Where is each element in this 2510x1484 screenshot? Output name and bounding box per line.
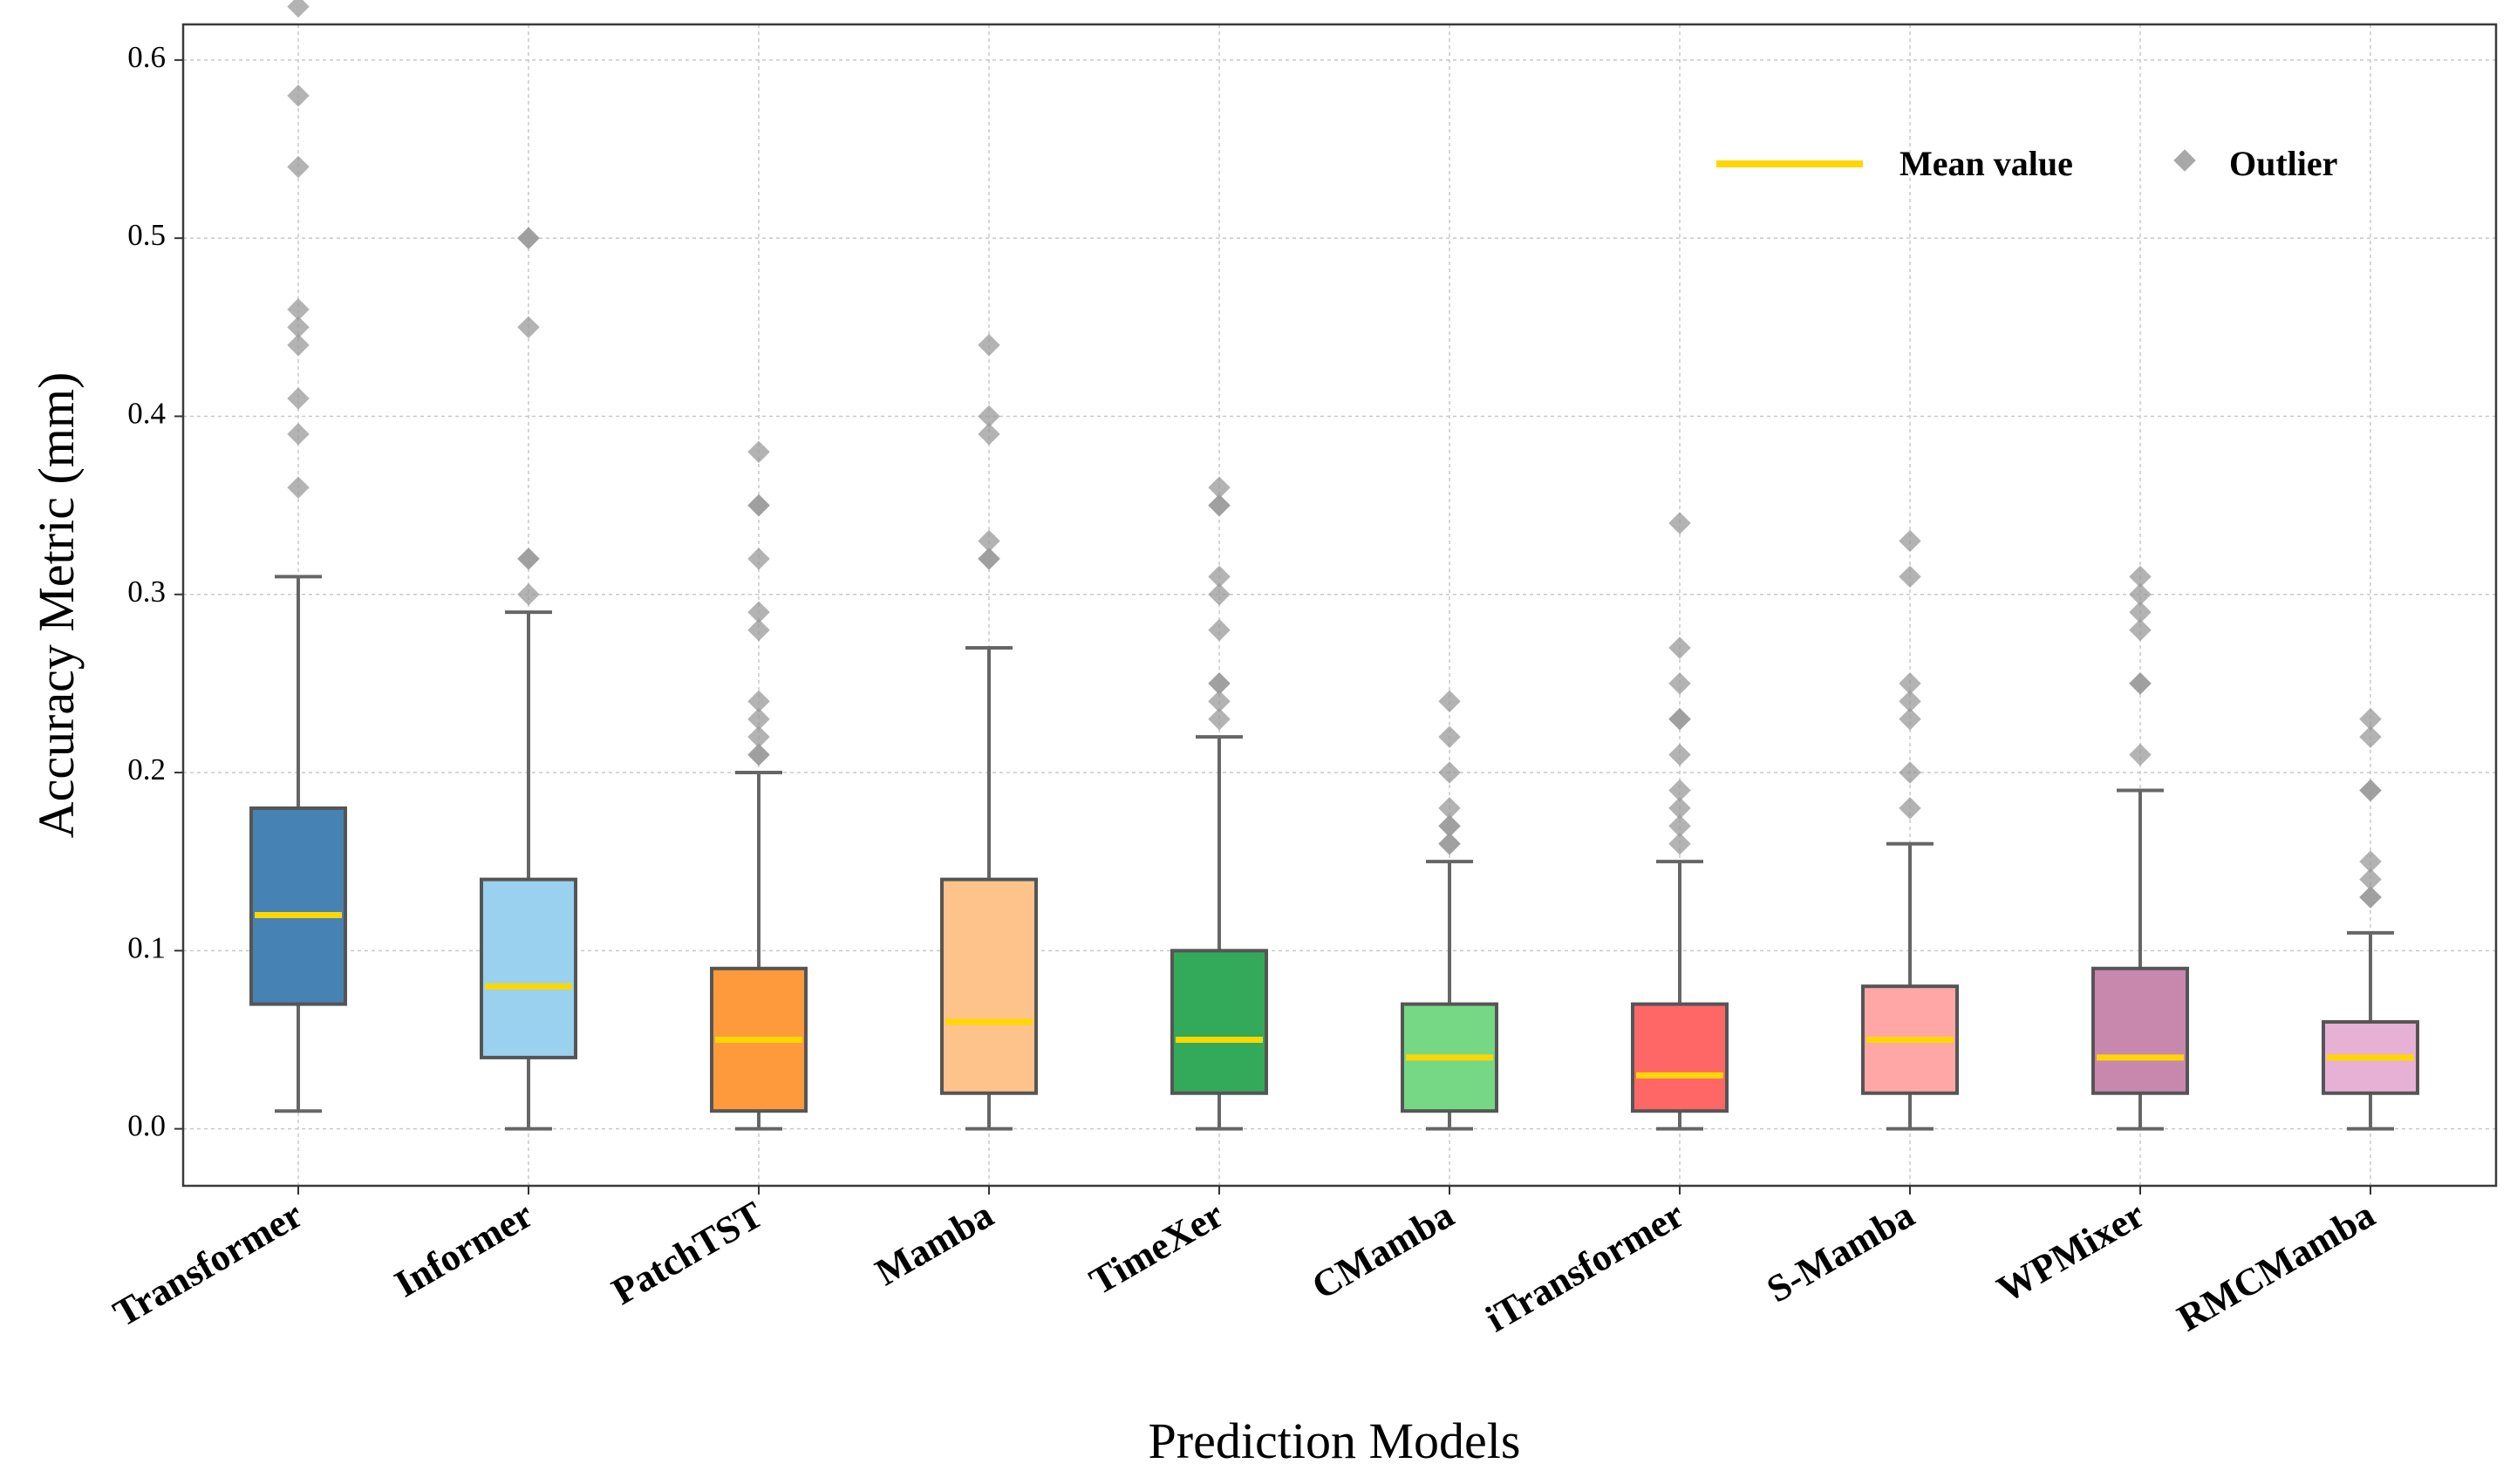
box-group bbox=[1170, 735, 1268, 1131]
x-tick-label: Mamba bbox=[868, 1193, 1000, 1294]
y-tick-label: 0.2 bbox=[127, 752, 166, 786]
outlier-marker bbox=[287, 298, 310, 321]
outlier-marker bbox=[747, 708, 770, 731]
outlier-marker bbox=[1208, 476, 1231, 499]
box-body bbox=[2091, 966, 2189, 1095]
outlier-marker bbox=[1668, 708, 1691, 731]
y-axis-title: Accuracy Metric (mm) bbox=[28, 372, 85, 839]
y-tick-label: 0.4 bbox=[127, 396, 166, 430]
outlier-marker bbox=[287, 387, 310, 410]
box-group bbox=[2091, 788, 2189, 1131]
box-group bbox=[1861, 841, 1959, 1131]
outlier-marker bbox=[1438, 690, 1461, 713]
outlier-marker bbox=[287, 0, 310, 18]
outlier-marker bbox=[1668, 779, 1691, 802]
outlier-marker bbox=[1668, 672, 1691, 695]
outlier-marker bbox=[1899, 529, 1921, 553]
box-body bbox=[249, 806, 347, 1006]
outlier-marker bbox=[1668, 743, 1691, 766]
outlier-marker bbox=[1438, 761, 1461, 784]
outlier-marker bbox=[1899, 797, 1921, 820]
outlier-marker bbox=[747, 743, 770, 766]
outlier-marker bbox=[2129, 672, 2152, 695]
outlier-marker bbox=[287, 334, 310, 357]
outlier-marker bbox=[517, 227, 540, 249]
outlier-marker bbox=[1438, 725, 1461, 748]
legend: Mean value Outlier bbox=[1716, 144, 2337, 183]
box-body bbox=[1631, 1002, 1729, 1113]
outlier-marker bbox=[978, 334, 1000, 357]
outlier-marker bbox=[2359, 708, 2382, 731]
outlier-marker bbox=[1899, 761, 1921, 784]
outlier-marker bbox=[517, 583, 540, 606]
x-tick-label: Informer bbox=[387, 1193, 540, 1305]
outlier-marker bbox=[1899, 672, 1921, 695]
outlier-marker bbox=[747, 725, 770, 748]
outlier-marker bbox=[978, 405, 1000, 428]
outlier-marker bbox=[287, 155, 310, 179]
outlier-marker bbox=[517, 548, 540, 570]
outlier-marker bbox=[1208, 565, 1231, 589]
outlier-marker bbox=[1668, 512, 1691, 534]
legend-outlier-marker bbox=[2173, 149, 2196, 172]
outlier-marker bbox=[1208, 618, 1231, 642]
outlier-marker bbox=[1899, 565, 1921, 589]
box-body bbox=[940, 877, 1038, 1095]
box-group bbox=[249, 575, 347, 1113]
outlier-marker bbox=[2359, 850, 2382, 873]
y-tick-label: 0.3 bbox=[127, 575, 166, 609]
outlier-marker bbox=[1668, 636, 1691, 659]
box-body bbox=[1170, 949, 1268, 1095]
plot-frame bbox=[181, 23, 2498, 1188]
box-body bbox=[480, 877, 577, 1059]
outlier-marker bbox=[747, 494, 770, 517]
outlier-marker bbox=[978, 529, 1000, 553]
outlier-marker bbox=[1438, 797, 1461, 820]
outlier-marker bbox=[747, 601, 770, 623]
x-tick-label: WPMixer bbox=[1990, 1193, 2152, 1310]
x-tick-label: iTransformer bbox=[1478, 1193, 1691, 1340]
x-tick-label: Transformer bbox=[106, 1193, 310, 1335]
legend-outlier-label: Outlier bbox=[2229, 144, 2337, 183]
outlier-marker bbox=[1208, 672, 1231, 695]
y-tick-label: 0.6 bbox=[127, 40, 166, 74]
outlier-marker bbox=[747, 690, 770, 713]
legend-mean-label: Mean value bbox=[1900, 144, 2073, 183]
x-tick-label: S-Mamba bbox=[1760, 1193, 1921, 1310]
box-group bbox=[940, 646, 1038, 1131]
box-group bbox=[1631, 860, 1729, 1131]
x-tick-label: TimeXer bbox=[1082, 1193, 1231, 1303]
outlier-marker bbox=[287, 84, 310, 107]
outlier-marker bbox=[287, 476, 310, 499]
x-axis-ticks: Transformer Informer PatchTST Mamba TimeXer C… bbox=[106, 1186, 2382, 1340]
outlier-marker bbox=[2129, 565, 2152, 589]
x-tick-label: RMCMamba bbox=[2170, 1193, 2382, 1339]
y-axis-ticks: 0.0 0.1 0.2 0.3 0.4 0.5 0.6 bbox=[127, 40, 183, 1143]
x-tick-label: PatchTST bbox=[604, 1193, 770, 1313]
box-group bbox=[480, 610, 577, 1131]
box-group bbox=[710, 771, 808, 1131]
outlier-marker bbox=[2359, 779, 2382, 802]
box-group bbox=[2322, 930, 2419, 1131]
box-series bbox=[249, 575, 2419, 1131]
y-tick-label: 0.5 bbox=[127, 218, 166, 252]
x-axis-title: Prediction Models bbox=[1149, 1413, 1521, 1469]
y-tick-label: 0.0 bbox=[127, 1109, 166, 1143]
outlier-marker bbox=[287, 423, 310, 446]
box-group bbox=[1401, 860, 1498, 1131]
outlier-marker bbox=[747, 618, 770, 642]
outlier-marker bbox=[517, 316, 540, 339]
outlier-marker bbox=[2129, 743, 2152, 766]
y-tick-label: 0.1 bbox=[127, 930, 166, 964]
outlier-marker bbox=[747, 440, 770, 464]
x-tick-label: CMamba bbox=[1305, 1193, 1461, 1308]
outlier-marker bbox=[747, 548, 770, 570]
